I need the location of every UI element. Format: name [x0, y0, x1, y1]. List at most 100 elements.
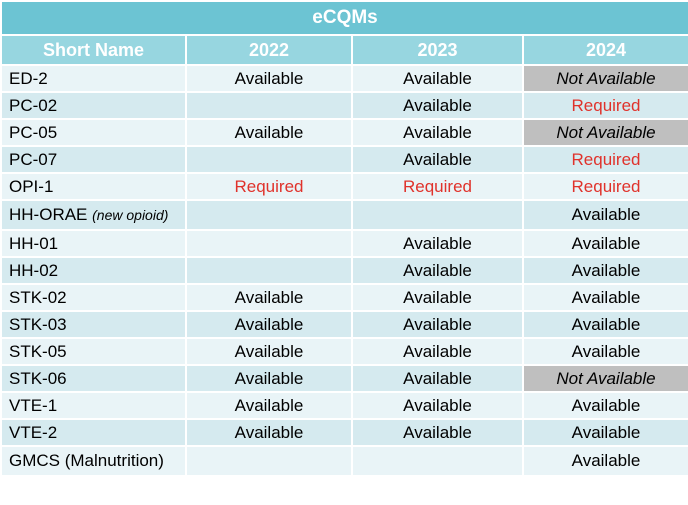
measure-name: PC-02	[9, 95, 58, 115]
status-cell-2024: Required	[521, 145, 688, 174]
status-cell-2024: Available	[521, 229, 688, 258]
status-cell-2024: Available	[521, 391, 688, 420]
status-cell-2023: Available	[351, 145, 524, 174]
status-cell-2023: Available	[351, 256, 524, 285]
status-cell-2023	[351, 199, 524, 231]
ecqms-table: eCQMs Short Name 2022 2023 2024 ED-2 Avai…	[0, 0, 688, 477]
measure-name: VTE-2	[9, 422, 58, 442]
row-short-name: HH-01	[0, 229, 187, 258]
status-cell-2024: Not Available	[521, 64, 688, 93]
row-short-name: STK-02	[0, 283, 187, 312]
status-cell-2022: Available	[185, 337, 353, 366]
measure-name: STK-06	[9, 368, 67, 388]
status-cell-2022	[185, 199, 353, 231]
status-cell-2023: Available	[351, 337, 524, 366]
status-cell-2024: Available	[521, 445, 688, 477]
status-cell-2024: Available	[521, 337, 688, 366]
status-cell-2023: Available	[351, 283, 524, 312]
status-cell-2023	[351, 445, 524, 477]
status-cell-2022: Available	[185, 118, 353, 147]
table-title: eCQMs	[0, 0, 688, 36]
table-row: HH-ORAE (new opioid) Available	[0, 199, 688, 231]
table-row: STK-05 Available Available Available	[0, 337, 688, 366]
measure-name: PC-07	[9, 149, 58, 169]
status-cell-2023: Required	[351, 172, 524, 201]
status-cell-2022	[185, 256, 353, 285]
status-cell-2022: Available	[185, 310, 353, 339]
measure-note: (new opioid)	[92, 207, 169, 223]
measure-name: ED-2	[9, 68, 48, 88]
row-short-name: OPI-1	[0, 172, 187, 201]
row-short-name: STK-06	[0, 364, 187, 393]
table-title-row: eCQMs	[0, 0, 688, 36]
row-short-name: PC-07	[0, 145, 187, 174]
row-short-name: VTE-1	[0, 391, 187, 420]
table-row: OPI-1 Required Required Required	[0, 172, 688, 201]
status-cell-2023: Available	[351, 310, 524, 339]
status-cell-2022: Available	[185, 283, 353, 312]
status-cell-2024: Available	[521, 256, 688, 285]
measure-name: PC-05	[9, 122, 58, 142]
table-body: ED-2 Available Available Not Available PC-02…	[0, 64, 688, 477]
row-short-name: PC-05	[0, 118, 187, 147]
table-row: VTE-1 Available Available Available	[0, 391, 688, 420]
status-cell-2024: Available	[521, 283, 688, 312]
status-cell-2024: Available	[521, 310, 688, 339]
status-cell-2023: Available	[351, 364, 524, 393]
table-row: ED-2 Available Available Not Available	[0, 64, 688, 93]
status-cell-2024: Available	[521, 418, 688, 447]
table-header-row: Short Name 2022 2023 2024	[0, 34, 688, 66]
table-row: STK-03 Available Available Available	[0, 310, 688, 339]
header-2022: 2022	[185, 34, 353, 66]
row-short-name: ED-2	[0, 64, 187, 93]
table-row: PC-05 Available Available Not Available	[0, 118, 688, 147]
measure-name: HH-01	[9, 233, 59, 253]
table-row: HH-01 Available Available	[0, 229, 688, 258]
table-row: STK-02 Available Available Available	[0, 283, 688, 312]
header-2023: 2023	[351, 34, 524, 66]
table-row: PC-07 Available Required	[0, 145, 688, 174]
table-row: PC-02 Available Required	[0, 91, 688, 120]
status-cell-2023: Available	[351, 418, 524, 447]
status-cell-2023: Available	[351, 91, 524, 120]
table-row: HH-02 Available Available	[0, 256, 688, 285]
status-cell-2022: Available	[185, 364, 353, 393]
status-cell-2023: Available	[351, 229, 524, 258]
status-cell-2024: Not Available	[521, 118, 688, 147]
table-row: VTE-2 Available Available Available	[0, 418, 688, 447]
measure-name: HH-02	[9, 260, 59, 280]
row-short-name: HH-02	[0, 256, 187, 285]
row-short-name: GMCS (Malnutrition)	[0, 445, 187, 477]
status-cell-2022	[185, 91, 353, 120]
row-short-name: PC-02	[0, 91, 187, 120]
measure-name: VTE-1	[9, 395, 58, 415]
table-row: STK-06 Available Available Not Available	[0, 364, 688, 393]
status-cell-2022	[185, 229, 353, 258]
status-cell-2022: Required	[185, 172, 353, 201]
status-cell-2023: Available	[351, 391, 524, 420]
status-cell-2022: Available	[185, 64, 353, 93]
row-short-name: HH-ORAE (new opioid)	[0, 199, 187, 231]
measure-name: OPI-1	[9, 176, 54, 196]
measure-name: HH-ORAE	[9, 205, 88, 224]
measure-name: STK-05	[9, 341, 67, 361]
measure-name: STK-02	[9, 287, 67, 307]
status-cell-2022: Available	[185, 391, 353, 420]
status-cell-2024: Required	[521, 172, 688, 201]
measure-name: STK-03	[9, 314, 67, 334]
row-short-name: STK-05	[0, 337, 187, 366]
header-2024: 2024	[521, 34, 688, 66]
row-short-name: STK-03	[0, 310, 187, 339]
status-cell-2024: Not Available	[521, 364, 688, 393]
row-short-name: VTE-2	[0, 418, 187, 447]
measure-name: GMCS (Malnutrition)	[9, 451, 164, 470]
status-cell-2022	[185, 145, 353, 174]
status-cell-2023: Available	[351, 118, 524, 147]
status-cell-2024: Required	[521, 91, 688, 120]
status-cell-2022: Available	[185, 418, 353, 447]
status-cell-2024: Available	[521, 199, 688, 231]
status-cell-2023: Available	[351, 64, 524, 93]
header-short-name: Short Name	[0, 34, 187, 66]
table-row: GMCS (Malnutrition) Available	[0, 445, 688, 477]
status-cell-2022	[185, 445, 353, 477]
